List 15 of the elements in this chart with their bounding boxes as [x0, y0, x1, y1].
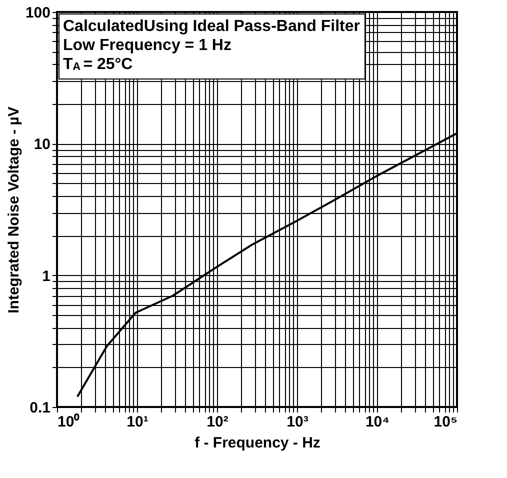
annotation: Low Frequency = 1 Hz: [63, 37, 232, 54]
annotation: CalculatedUsing Ideal Pass-Band Filter: [63, 18, 360, 35]
y-axis-title: Integrated Noise Voltage - µV: [5, 106, 22, 314]
y-tick-label: 0.1: [30, 400, 50, 416]
x-tick-label: 10²: [206, 414, 228, 430]
x-tick-label: 10⁵: [434, 414, 458, 430]
x-tick-label: 10⁴: [365, 414, 390, 430]
x-axis-title: f - Frequency - Hz: [194, 434, 320, 452]
x-tick-label: 10⁰: [58, 412, 80, 430]
y-tick-label: 1: [42, 268, 50, 285]
annotation: TA = 25°C: [63, 56, 134, 73]
y-tick-label: 10: [34, 136, 50, 154]
x-tick-label: 10³: [286, 414, 308, 430]
y-tick-label: 100: [25, 4, 50, 22]
x-tick-label: 10¹: [126, 414, 148, 430]
